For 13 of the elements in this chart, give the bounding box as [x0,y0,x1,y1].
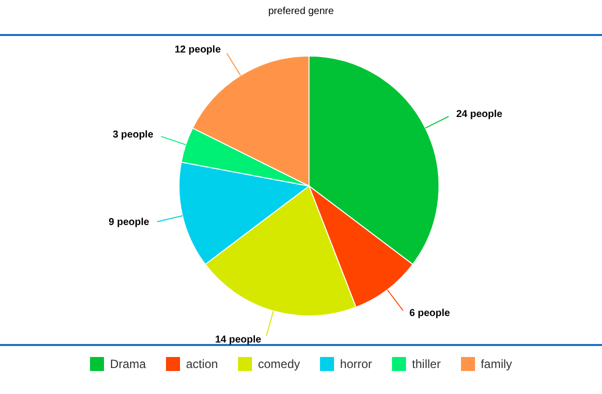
legend-label: comedy [256,357,300,371]
legend-label: action [184,357,218,371]
data-label: 24 people [456,109,503,120]
data-label: 12 people [174,44,222,56]
legend-label: horror [339,357,372,371]
chart-title: prefered genre [267,6,335,17]
data-label: 3 people [112,130,154,141]
legend-label: family [480,357,512,371]
data-label: 14 people [215,334,262,346]
data-label: 6 people [409,308,450,320]
data-label: 9 people [108,217,150,228]
legend-label: thiller [411,357,441,371]
legend-label: Drama [108,357,146,371]
